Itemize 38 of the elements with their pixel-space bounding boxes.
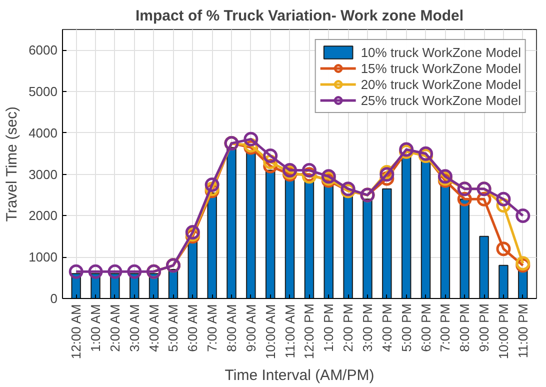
x-tick-label: 4:00 PM [379, 303, 394, 352]
y-tick-label: 5000 [28, 84, 58, 100]
y-tick-label: 1000 [28, 250, 58, 265]
x-tick-label: 8:00 PM [457, 303, 472, 352]
y-axis-title: Travel Time (sec) [4, 106, 21, 222]
x-tick-label: 3:00 PM [360, 303, 375, 352]
x-tick-label: 4:00 AM [146, 304, 162, 352]
y-tick-label: 6000 [28, 42, 58, 58]
x-tick-label: 12:00 AM [68, 304, 84, 360]
x-axis-title: Time Interval (AM/PM) [224, 367, 374, 384]
y-tick-label: 2000 [28, 208, 58, 224]
x-tick-label: 7:00 PM [438, 303, 453, 352]
x-tick-label: 9:00 PM [476, 303, 492, 352]
x-tick-label: 11:00 PM [515, 303, 530, 358]
x-tick-label: 6:00 PM [418, 303, 434, 352]
x-tick-label: 8:00 AM [224, 304, 240, 352]
x-tick-label: 10:00 PM [496, 303, 511, 360]
x-tick-label: 11:00 AM [282, 304, 298, 358]
chart-title: Impact of % Truck Variation- Work zone Model [135, 8, 464, 24]
x-tick-label: 6:00 AM [185, 304, 200, 352]
x-tick-label: 1:00 PM [321, 303, 336, 352]
legend-label: 10% truck WorkZone Model [360, 44, 521, 60]
x-tick-label: 2:00 AM [107, 304, 122, 352]
x-tick-label: 7:00 AM [204, 304, 220, 352]
x-tick-label: 5:00 AM [166, 304, 181, 352]
x-tick-label: 3:00 AM [126, 304, 142, 352]
y-tick-label: 4000 [28, 125, 58, 140]
x-tick-label: 9:00 AM [243, 304, 258, 352]
x-tick-label: 12:00 PM [302, 303, 317, 360]
x-tick-label: 5:00 PM [398, 303, 414, 352]
legend-label: 25% truck WorkZone Model [360, 92, 521, 108]
x-tick-label: 10:00 AM [262, 304, 278, 360]
legend-label: 15% truck WorkZone Model [360, 60, 521, 76]
x-tick-label: 1:00 AM [88, 304, 104, 352]
x-tick-label: 2:00 PM [340, 303, 356, 352]
y-tick-label: 0 [50, 291, 58, 306]
y-tick-label: 3000 [28, 166, 58, 182]
legend-label: 20% truck WorkZone Model [360, 76, 521, 92]
